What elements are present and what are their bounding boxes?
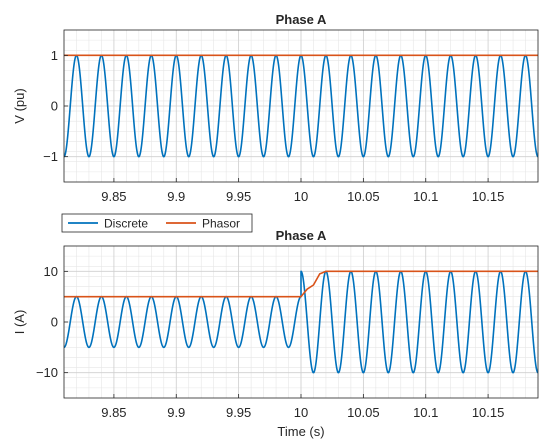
x-tick-label: 10.1 bbox=[413, 189, 438, 204]
x-tick-label: 9.95 bbox=[226, 405, 251, 420]
x-tick-label: 9.9 bbox=[167, 405, 185, 420]
chart-title: Phase A bbox=[276, 228, 327, 243]
x-tick-label: 10.15 bbox=[472, 189, 505, 204]
y-tick-label: 0 bbox=[51, 315, 58, 330]
y-tick-label: −10 bbox=[36, 365, 58, 380]
series-line-phasor bbox=[64, 270, 538, 298]
legend-box bbox=[61, 213, 253, 233]
x-tick-label: 9.85 bbox=[101, 189, 126, 204]
x-tick-label: 9.9 bbox=[167, 189, 185, 204]
x-ticks: 9.85 9.9 9.95 10 10.05 10.1 10.15 bbox=[101, 394, 504, 420]
y-axis-label: I (A) bbox=[12, 310, 27, 335]
y-ticks: −1 0 1 bbox=[43, 48, 68, 164]
y-tick-label: −1 bbox=[43, 149, 58, 164]
x-tick-label: 10 bbox=[294, 189, 308, 204]
legend-label-phasor: Phasor bbox=[202, 217, 240, 231]
x-tick-label: 10.1 bbox=[413, 405, 438, 420]
chart-title: Phase A bbox=[276, 12, 327, 27]
y-ticks: −10 0 10 bbox=[36, 264, 68, 380]
legend-label-discrete: Discrete bbox=[104, 217, 148, 231]
chart-panel-2: 9.85 9.9 9.95 10 10.05 10.1 10.15 −10 0 10 Phase A… bbox=[12, 213, 539, 439]
chart-panel-1: 9.85 9.9 9.95 10 10.05 10.1 10.15 −1 0 1 Phase A V … bbox=[12, 12, 539, 204]
x-tick-label: 9.95 bbox=[226, 189, 251, 204]
series-group bbox=[64, 54, 538, 158]
y-tick-label: 1 bbox=[51, 48, 58, 63]
y-axis-label: V (pu) bbox=[12, 88, 27, 123]
x-tick-label: 10.15 bbox=[472, 405, 505, 420]
series-line-discrete bbox=[64, 270, 538, 374]
x-axis-label: Time (s) bbox=[277, 424, 324, 439]
y-tick-label: 10 bbox=[44, 264, 58, 279]
x-tick-label: 10.05 bbox=[347, 189, 380, 204]
y-tick-label: 0 bbox=[51, 99, 58, 114]
x-tick-label: 9.85 bbox=[101, 405, 126, 420]
legend: Discrete Phasor bbox=[61, 213, 253, 233]
x-ticks: 9.85 9.9 9.95 10 10.05 10.1 10.15 bbox=[101, 178, 504, 204]
x-tick-label: 10 bbox=[294, 405, 308, 420]
x-tick-label: 10.05 bbox=[347, 405, 380, 420]
series-group bbox=[64, 270, 538, 374]
